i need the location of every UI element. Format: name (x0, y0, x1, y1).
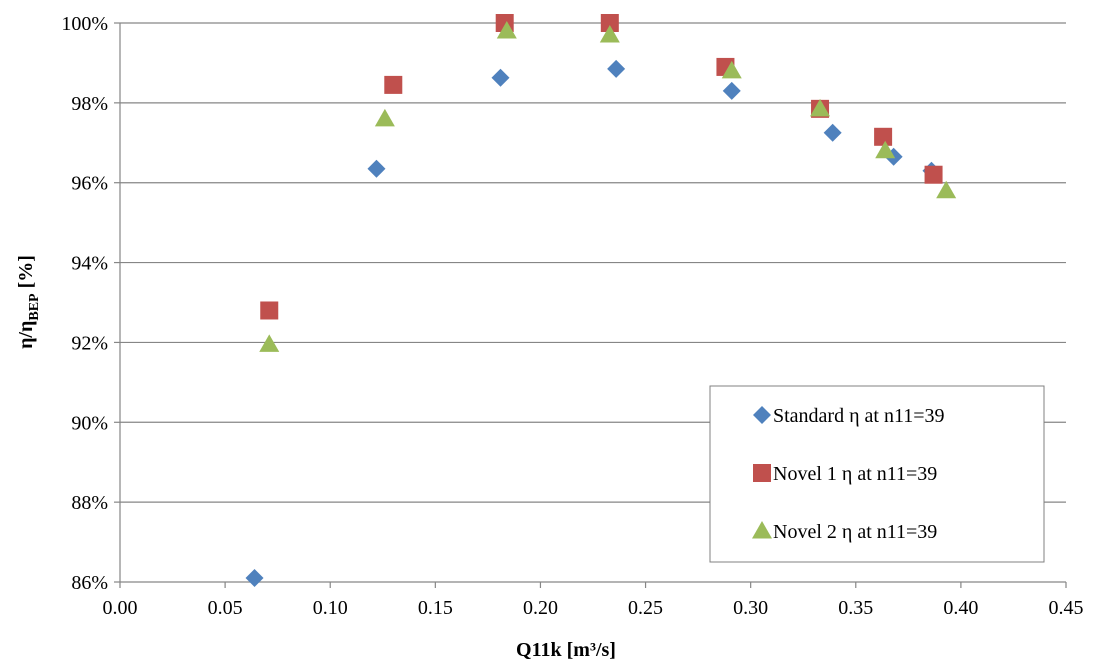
data-point-triangle (599, 24, 620, 43)
data-point-diamond (722, 81, 741, 100)
data-point-square (260, 301, 279, 320)
y-axis-title-subscript: BEP (27, 293, 42, 321)
data-point-triangle (721, 60, 742, 79)
legend-label: Standard η at n11=39 (773, 405, 945, 427)
legend-marker-diamond (753, 406, 771, 424)
data-point-diamond (367, 159, 386, 178)
x-tick-label: 0.10 (313, 597, 348, 619)
y-tick-label: 88% (71, 492, 108, 514)
data-point-triangle (259, 334, 280, 352)
series-triangle (259, 20, 957, 352)
y-tick-label: 94% (71, 253, 108, 275)
legend: Standard η at n11=39 Novel 1 η at n11=39 N… (709, 385, 1045, 563)
axes (114, 22, 1067, 588)
y-axis-title-unit: [%] (15, 255, 37, 293)
series-square (260, 14, 943, 320)
data-point-square (384, 75, 403, 94)
x-tick-labels: 0.00 0.05 0.10 0.15 0.20 0.25 0.30 0.35 0.40 0.45 (103, 597, 1084, 619)
y-tick-labels: 86% 88% 90% 92% 94% 96% 98% 100% (61, 13, 108, 594)
legend-entry: Novel 2 η at n11=39 (752, 521, 937, 543)
y-tick-label: 98% (71, 93, 108, 115)
legend-entry: Standard η at n11=39 (753, 405, 945, 427)
y-tick-label: 100% (61, 13, 108, 35)
legend-label: Novel 2 η at n11=39 (773, 521, 937, 543)
data-point-square (874, 127, 893, 146)
x-tick-label: 0.05 (208, 597, 243, 619)
legend-marker-triangle (752, 521, 772, 539)
x-tick-label: 0.45 (1049, 597, 1084, 619)
legend-entry: Novel 1 η at n11=39 (753, 463, 937, 485)
data-point-triangle (936, 180, 957, 199)
x-tick-label: 0.35 (838, 597, 873, 619)
x-axis-title: Q11k [m³/s] (516, 639, 616, 661)
legend-label: Novel 1 η at n11=39 (773, 463, 937, 485)
data-point-triangle (496, 20, 517, 39)
x-tick-label: 0.00 (103, 597, 138, 619)
data-point-square (600, 14, 619, 32)
gridlines (120, 22, 1066, 503)
x-tick-label: 0.25 (628, 597, 663, 619)
data-point-diamond (245, 569, 264, 588)
data-point-square (924, 165, 943, 184)
data-point-triangle (875, 140, 896, 159)
data-point-diamond (823, 123, 842, 142)
data-point-triangle (810, 98, 831, 117)
data-point-diamond (607, 59, 626, 78)
y-axis-title-main: η/η (15, 321, 37, 349)
y-tick-label: 96% (71, 173, 108, 195)
y-tick-label: 92% (71, 332, 108, 354)
data-point-triangle (374, 108, 395, 127)
x-tick-label: 0.20 (523, 597, 558, 619)
data-points (245, 14, 957, 588)
x-tick-label: 0.30 (733, 597, 768, 619)
y-tick-label: 86% (71, 572, 108, 594)
x-tick-label: 0.40 (943, 597, 978, 619)
x-tick-label: 0.15 (418, 597, 453, 619)
legend-marker-square (753, 464, 771, 482)
y-axis-title: η/ηBEP [%] (15, 255, 42, 349)
y-tick-label: 90% (71, 412, 108, 434)
data-point-diamond (491, 68, 510, 87)
